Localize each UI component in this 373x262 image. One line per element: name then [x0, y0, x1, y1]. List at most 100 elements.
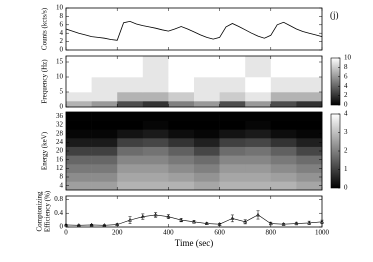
heat-cell: [168, 172, 195, 182]
heat-cell: [194, 120, 220, 130]
heat-cell: [168, 138, 195, 147]
heat-cell: [194, 181, 220, 191]
heat-cell: [91, 56, 118, 78]
colorbar-label: 10: [344, 54, 352, 62]
x-axis-label: Time (sec): [175, 238, 213, 248]
heat-cell: [194, 155, 220, 165]
heat-cell: [219, 120, 246, 130]
heat-cell: [270, 181, 297, 191]
marker: [294, 221, 299, 226]
panel-frame: [65, 55, 323, 108]
heat-cell: [296, 138, 323, 147]
colorbar-label: 2: [344, 147, 348, 155]
heat-cell: [91, 164, 118, 173]
heat-cell: [66, 164, 92, 173]
heat-cell: [194, 77, 220, 93]
heat-cell: [168, 146, 195, 156]
y-tick-label: 0: [60, 103, 64, 111]
heat-cell: [66, 146, 92, 156]
heat-cell: [245, 155, 272, 165]
colorbar-label: 8: [344, 63, 348, 71]
y-tick-label: 16: [56, 155, 64, 163]
marker: [89, 222, 94, 227]
count-line: [65, 20, 323, 41]
heat-cell: [296, 155, 323, 165]
marker: [153, 212, 158, 217]
heat-cell: [219, 77, 246, 93]
colorbar-label: 0: [344, 184, 348, 192]
heat-cell: [219, 101, 246, 108]
colorbar-label: 1: [344, 165, 348, 173]
y-tick-label: 0: [60, 46, 64, 54]
marker: [166, 214, 171, 219]
heat-cell: [117, 77, 144, 93]
heat-cell: [168, 129, 195, 139]
y-axis-label: Counts (kcts/s): [41, 7, 49, 50]
heat-cell: [117, 112, 144, 121]
heat-cell: [219, 146, 246, 156]
marker: [230, 216, 235, 220]
heat-cell: [270, 77, 297, 93]
panel-frame: [65, 7, 323, 51]
y-tick-label: 0.8: [54, 195, 63, 203]
heat-cell: [245, 92, 272, 102]
colorbar-label: 2: [344, 91, 348, 99]
heat-cell: [117, 172, 144, 182]
heat-cell: [194, 172, 220, 182]
heat-cell: [194, 112, 220, 121]
heat-cell: [91, 77, 118, 93]
heat-cell: [219, 172, 246, 182]
error-bar: [90, 223, 94, 226]
heat-cell: [142, 112, 169, 121]
heat-cell: [219, 138, 246, 147]
heat-cell: [66, 101, 92, 108]
marker: [76, 222, 81, 227]
x-tick-label: 600: [214, 229, 225, 237]
heat-cell: [296, 129, 323, 139]
heat-cell: [270, 56, 297, 78]
heat-cell: [270, 101, 297, 108]
heat-cell: [245, 181, 272, 191]
heat-cell: [245, 112, 272, 121]
y-tick-label: 0: [60, 223, 64, 231]
heat-cell: [117, 56, 144, 78]
heat-cell: [270, 164, 297, 173]
colorbar-label: 4: [344, 110, 348, 118]
marker: [307, 220, 312, 225]
heat-cell: [296, 112, 323, 121]
heat-cell: [194, 56, 220, 78]
heat-cell: [117, 129, 144, 139]
x-tick-label: 800: [266, 229, 277, 237]
heat-cell: [117, 92, 144, 102]
heat-cell: [168, 56, 195, 78]
heat-cell: [91, 172, 118, 182]
y-tick-label: 8: [60, 173, 64, 181]
marker: [179, 217, 184, 222]
y-tick-label: 4: [60, 181, 64, 189]
x-tick-label: 0: [64, 229, 68, 237]
x-tick-label: 400: [163, 229, 174, 237]
heat-cell: [91, 181, 118, 191]
heat-cell: [168, 101, 195, 108]
heat-cell: [117, 181, 144, 191]
heat-cell: [270, 146, 297, 156]
heat-cell: [66, 138, 92, 147]
heat-cell: [168, 112, 195, 121]
marker: [281, 221, 286, 226]
heat-cell: [142, 120, 169, 130]
heat-cell: [270, 92, 297, 102]
heat-cell: [219, 112, 246, 121]
error-bar: [77, 224, 81, 227]
colorbar-label: 3: [344, 128, 348, 136]
heat-cell: [296, 92, 323, 102]
heat-cell: [168, 155, 195, 165]
heat-cell: [91, 101, 118, 108]
y-axis-label: Comptonizing: [36, 191, 44, 232]
heat-cell: [219, 164, 246, 173]
heat-cell: [296, 181, 323, 191]
x-tick-label: 200: [112, 229, 123, 237]
heat-cell: [142, 56, 169, 78]
heat-cell: [91, 146, 118, 156]
heat-cell: [168, 164, 195, 173]
